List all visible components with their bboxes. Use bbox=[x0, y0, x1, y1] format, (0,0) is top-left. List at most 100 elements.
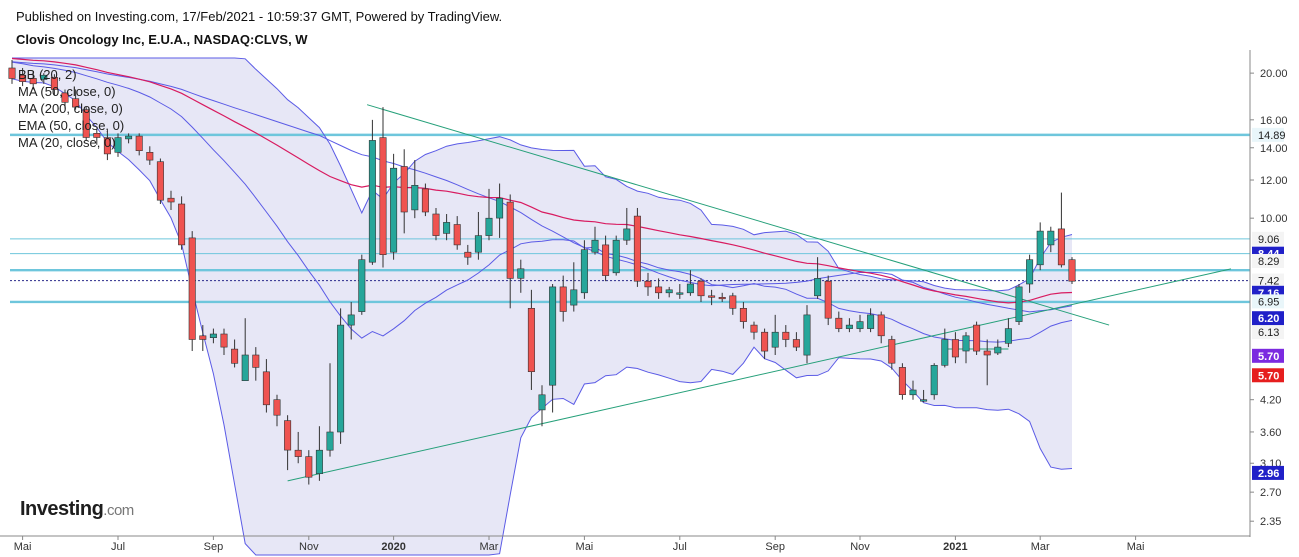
candle bbox=[209, 328, 217, 344]
candle bbox=[1036, 222, 1044, 271]
y-tick-label: 2.35 bbox=[1260, 516, 1281, 528]
candle bbox=[432, 207, 440, 241]
y-tick-label: 12.00 bbox=[1260, 175, 1288, 187]
candle bbox=[231, 339, 239, 368]
candle bbox=[644, 272, 652, 296]
price-badge-label: 5.70 bbox=[1258, 370, 1279, 382]
candle bbox=[453, 216, 461, 250]
candle bbox=[1068, 257, 1076, 285]
candle bbox=[686, 270, 694, 296]
candle-body bbox=[294, 449, 302, 457]
candle-body bbox=[527, 307, 535, 372]
candle bbox=[538, 385, 546, 427]
candle-body bbox=[1004, 328, 1012, 344]
candle bbox=[771, 314, 779, 356]
candle-body bbox=[665, 289, 673, 294]
price-badge bbox=[1252, 231, 1284, 246]
candle bbox=[464, 244, 472, 265]
candle-body bbox=[973, 324, 981, 352]
candle bbox=[697, 278, 705, 302]
candle-body bbox=[1057, 228, 1065, 266]
candle-body bbox=[231, 348, 239, 364]
candle bbox=[867, 308, 875, 333]
candle-body bbox=[729, 295, 737, 309]
x-tick-label: Jul bbox=[673, 541, 687, 553]
candle bbox=[167, 190, 175, 210]
candle-body bbox=[771, 331, 779, 348]
candle-body bbox=[315, 449, 323, 475]
price-badge bbox=[1252, 311, 1284, 326]
candle bbox=[19, 67, 27, 87]
candle bbox=[824, 275, 832, 326]
candle-body bbox=[252, 354, 260, 368]
candle bbox=[241, 318, 249, 382]
price-badge bbox=[1252, 294, 1284, 309]
indicator-legend: BB (20, 2) MA (50, close, 0) MA (200, cl… bbox=[18, 66, 124, 151]
candle-body bbox=[877, 314, 885, 337]
price-badge-label: 5.70 bbox=[1258, 351, 1279, 363]
candle-body bbox=[633, 215, 641, 282]
candle-body bbox=[824, 280, 832, 319]
candle bbox=[8, 59, 16, 84]
candle-body bbox=[951, 339, 959, 358]
candle-body bbox=[188, 237, 196, 340]
x-tick-label: Sep bbox=[765, 541, 785, 553]
candle-body bbox=[888, 339, 896, 364]
candle-body bbox=[178, 203, 186, 246]
x-tick-label: 2021 bbox=[943, 541, 967, 553]
candle bbox=[803, 305, 811, 364]
candle bbox=[549, 284, 557, 413]
candle-body bbox=[337, 324, 345, 433]
candle bbox=[506, 194, 514, 309]
legend-bb: BB (20, 2) bbox=[18, 67, 77, 82]
candle bbox=[983, 339, 991, 386]
candle bbox=[973, 321, 981, 356]
candle bbox=[517, 259, 525, 293]
candle-body bbox=[1015, 286, 1023, 322]
candle-body bbox=[549, 286, 557, 386]
price-badge bbox=[1252, 127, 1284, 142]
y-tick-label: 2.70 bbox=[1260, 487, 1281, 499]
candle bbox=[326, 363, 334, 457]
candle-body bbox=[421, 188, 429, 213]
candle-body bbox=[591, 239, 599, 253]
y-tick-label: 3.60 bbox=[1260, 427, 1281, 439]
candle-body bbox=[167, 197, 175, 203]
chart-title: Clovis Oncology Inc, E.U.A., NASDAQ:CLVS… bbox=[16, 32, 308, 47]
candle-body bbox=[983, 350, 991, 356]
candle-body bbox=[962, 335, 970, 352]
candle-body bbox=[262, 371, 270, 406]
candle bbox=[50, 74, 58, 96]
candle bbox=[602, 235, 610, 282]
price-badge-label: 14.89 bbox=[1258, 130, 1286, 142]
candle-body bbox=[464, 251, 472, 258]
candle bbox=[909, 380, 917, 400]
candle bbox=[898, 363, 906, 400]
candle-body bbox=[93, 133, 101, 138]
candle bbox=[400, 149, 408, 234]
candle bbox=[273, 394, 281, 427]
candle bbox=[782, 325, 790, 348]
candle-body bbox=[103, 137, 111, 155]
x-tick-label: Jul bbox=[111, 541, 125, 553]
y-tick-label: 16.00 bbox=[1260, 115, 1288, 127]
candle-body bbox=[761, 331, 769, 352]
ma20-line bbox=[11, 61, 1073, 343]
candle bbox=[739, 301, 747, 329]
candle bbox=[877, 311, 885, 344]
candle bbox=[390, 153, 398, 260]
candle bbox=[188, 231, 196, 352]
candle bbox=[718, 292, 726, 302]
candle-body bbox=[400, 166, 408, 213]
candle-body bbox=[347, 314, 355, 326]
candle-body bbox=[580, 249, 588, 294]
ema50-line bbox=[11, 57, 1073, 304]
publish-info: Published on Investing.com, 17/Feb/2021 … bbox=[16, 9, 503, 24]
candle-body bbox=[125, 135, 133, 140]
candle-body bbox=[612, 239, 620, 274]
candle-body bbox=[61, 92, 69, 103]
candle-body bbox=[941, 339, 949, 366]
candle bbox=[814, 257, 822, 299]
candle bbox=[284, 415, 292, 471]
